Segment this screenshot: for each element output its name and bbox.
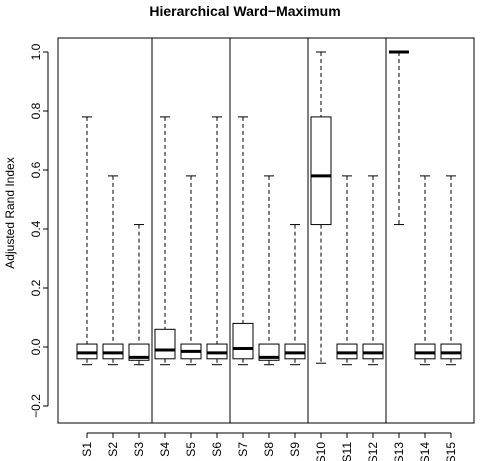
x-tick-label: S3 bbox=[132, 442, 146, 457]
y-tick-label: 0.4 bbox=[29, 220, 43, 237]
box-s12 bbox=[362, 175, 384, 366]
x-tick-label: S13 bbox=[392, 442, 406, 461]
box-iqr bbox=[310, 116, 332, 226]
group-separators bbox=[151, 38, 387, 423]
x-tick-label: S12 bbox=[366, 442, 380, 461]
y-tick-label: −0.2 bbox=[29, 394, 43, 418]
box-s4 bbox=[154, 116, 176, 366]
x-tick-label: S8 bbox=[262, 442, 276, 457]
boxes bbox=[76, 50, 462, 366]
box-iqr bbox=[232, 322, 254, 360]
x-tick-label: S2 bbox=[106, 442, 120, 457]
y-tick-label: 0.0 bbox=[29, 338, 43, 355]
x-tick-label: S15 bbox=[444, 442, 458, 461]
x-tick-label: S5 bbox=[184, 442, 198, 457]
x-tick-label: S14 bbox=[418, 442, 432, 461]
x-tick-label: S11 bbox=[340, 442, 354, 461]
box-s9 bbox=[284, 224, 306, 366]
x-tick-label: S4 bbox=[158, 442, 172, 457]
box-s2 bbox=[102, 175, 124, 366]
y-axis-label: Adjusted Rand Index bbox=[3, 157, 17, 268]
box-s7 bbox=[232, 116, 254, 366]
y-tick-label: 0.8 bbox=[29, 102, 43, 119]
x-tick-label: S7 bbox=[236, 442, 250, 457]
y-tick-label: 0.2 bbox=[29, 279, 43, 296]
x-axis: S1 S2 S3 S4 S5 S6 S7 S8 S9 S10 S11 S12 S13 S14 S15 bbox=[80, 432, 458, 461]
x-tick-label: S10 bbox=[314, 442, 328, 461]
box-s6 bbox=[206, 116, 228, 366]
box-s11 bbox=[336, 175, 358, 366]
box-s10 bbox=[310, 51, 332, 364]
box-s15 bbox=[440, 175, 462, 366]
chart-title: Hierarchical Ward−Maximum bbox=[149, 3, 340, 19]
box-s8 bbox=[258, 175, 280, 366]
box-s14 bbox=[414, 175, 436, 366]
y-axis: −0.2 0.0 0.2 0.4 0.6 0.8 1.0 bbox=[29, 43, 49, 418]
plot-frame bbox=[57, 37, 475, 424]
box-s5 bbox=[180, 175, 202, 366]
y-tick-label: 0.6 bbox=[29, 161, 43, 178]
box-s13 bbox=[389, 50, 409, 226]
x-tick-label: S6 bbox=[210, 442, 224, 457]
box-s1 bbox=[76, 116, 98, 366]
x-tick-label: S9 bbox=[288, 442, 302, 457]
x-tick-label: S1 bbox=[80, 442, 94, 457]
y-tick-label: 1.0 bbox=[29, 43, 43, 60]
box-iqr bbox=[154, 328, 176, 360]
box-s3 bbox=[128, 224, 150, 366]
